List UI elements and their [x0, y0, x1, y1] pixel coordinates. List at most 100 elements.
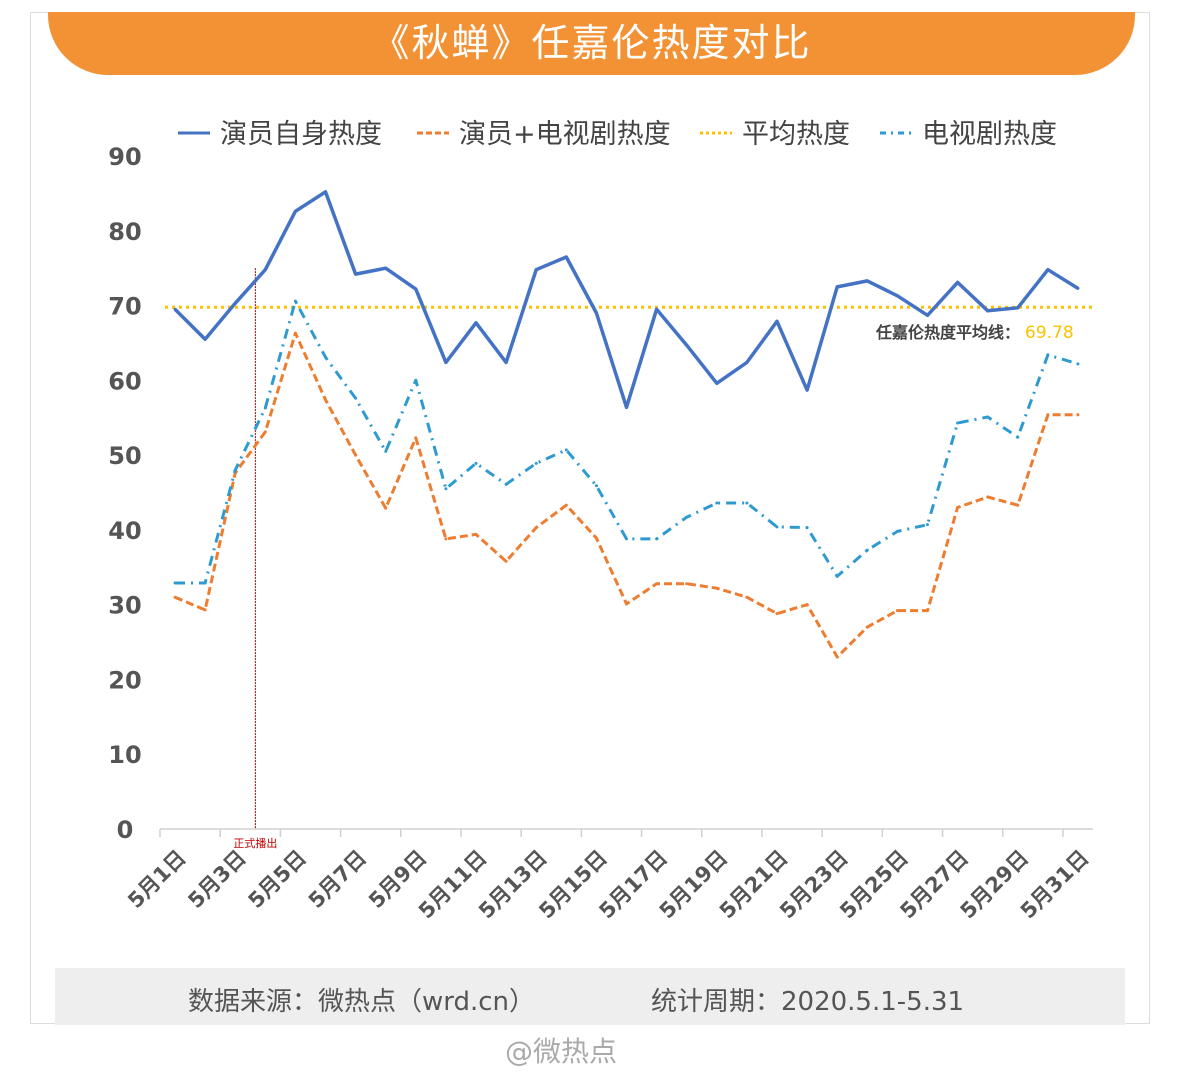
data-point [384, 266, 388, 270]
y-tick-label: 30 [108, 592, 141, 620]
data-point [203, 337, 207, 341]
series-line-1 [173, 190, 1079, 410]
data-point [685, 582, 689, 586]
data-point [414, 436, 418, 440]
data-point [293, 209, 297, 213]
data-point [1016, 435, 1020, 439]
data-point [685, 343, 689, 347]
data-point [835, 655, 839, 659]
data-point [986, 495, 990, 499]
data-point [173, 307, 177, 311]
data-point [474, 321, 478, 325]
data-point [835, 285, 839, 289]
data-point [655, 537, 659, 541]
data-point [504, 360, 508, 364]
data-point [895, 294, 899, 298]
data-point [775, 612, 779, 616]
data-point [1076, 362, 1080, 366]
data-point [293, 299, 297, 303]
data-point [685, 515, 689, 519]
data-point [564, 448, 568, 452]
y-tick-label: 70 [108, 293, 141, 321]
y-tick-label: 50 [108, 442, 141, 470]
y-tick-label: 60 [108, 367, 141, 395]
data-point [625, 405, 628, 409]
data-point [414, 287, 418, 291]
legend-label: 平均热度 [742, 119, 850, 150]
data-point [263, 268, 267, 272]
data-point [233, 301, 237, 305]
data-point [655, 307, 659, 311]
data-point [504, 559, 508, 563]
data-point [895, 609, 899, 613]
data-point [414, 378, 418, 382]
data-point [324, 355, 328, 359]
data-point [233, 468, 237, 472]
average-value: 69.78 [1025, 323, 1074, 343]
data-point [895, 529, 899, 533]
data-point [384, 506, 388, 510]
data-point [986, 415, 990, 419]
y-tick-label: 10 [108, 741, 141, 769]
data-point [1076, 286, 1080, 290]
data-source: 数据来源：微热点（wrd.cn） [188, 987, 536, 1017]
y-tick-label: 20 [108, 666, 141, 694]
x-tick-label: 5月5日 [244, 846, 311, 913]
data-point [504, 482, 508, 486]
broadcast-start-label: 正式播出 [233, 836, 277, 850]
watermark: @微热点 [505, 1035, 618, 1068]
legend-label: 演员自身热度 [220, 119, 382, 150]
data-point [925, 609, 929, 613]
data-point [534, 526, 538, 530]
chart-title: 《秋蝉》任嘉伦热度对比 [48, 12, 1135, 75]
data-point [775, 319, 779, 323]
data-point [805, 388, 809, 392]
data-point [444, 487, 448, 491]
data-point [594, 311, 598, 315]
data-point [956, 421, 960, 425]
data-point [805, 603, 809, 607]
data-point [474, 461, 478, 465]
data-point [293, 331, 297, 335]
data-point [1076, 413, 1080, 417]
data-point [384, 449, 388, 453]
data-point [865, 625, 869, 629]
y-tick-label: 40 [108, 517, 141, 545]
footer: 数据来源：微热点（wrd.cn） 统计周期：2020.5.1-5.31 [55, 968, 1125, 1025]
y-tick-label: 80 [108, 218, 141, 246]
data-point [715, 501, 719, 505]
data-point [203, 608, 207, 612]
data-point [444, 537, 448, 541]
data-point [715, 381, 719, 385]
data-point [956, 505, 960, 509]
data-point [956, 280, 960, 284]
data-point [1046, 413, 1050, 417]
y-tick-label: 0 [117, 816, 134, 844]
data-point [715, 586, 719, 590]
data-point [173, 595, 177, 599]
data-point [173, 581, 177, 585]
data-point [745, 501, 749, 505]
data-point [203, 581, 207, 585]
data-point [474, 532, 478, 536]
average-label: 任嘉伦热度平均线： [875, 323, 1020, 342]
data-point [354, 272, 358, 276]
data-point [444, 360, 448, 364]
data-point [594, 536, 598, 540]
data-point [263, 406, 267, 410]
data-point [745, 595, 749, 599]
x-tick-label: 5月3日 [183, 846, 250, 913]
legend-label: 电视剧热度 [922, 119, 1057, 150]
data-point [594, 484, 598, 488]
data-point [564, 503, 568, 507]
data-point [986, 309, 990, 313]
data-point [354, 453, 358, 457]
series-line-4 [175, 299, 1079, 585]
data-point [745, 360, 749, 364]
data-point [324, 190, 328, 194]
data-point [534, 461, 538, 465]
data-point [865, 279, 869, 283]
data-point [925, 313, 929, 317]
data-point [925, 523, 929, 527]
data-point [835, 574, 839, 578]
